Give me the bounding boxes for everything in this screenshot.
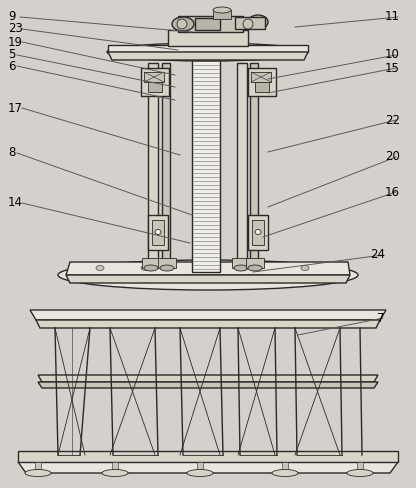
Text: 7: 7 [377,311,385,325]
Bar [178,16,243,32]
Bar [197,462,203,470]
Bar [168,30,248,46]
Ellipse shape [213,7,231,13]
Bar [237,63,247,263]
Polygon shape [108,52,308,60]
Ellipse shape [107,43,307,61]
Ellipse shape [144,265,158,271]
Text: 17: 17 [8,102,23,115]
Bar [152,220,164,245]
Ellipse shape [172,17,194,31]
Text: 6: 6 [8,60,15,73]
Ellipse shape [96,265,104,270]
Bar [357,462,363,470]
Ellipse shape [187,469,213,476]
Text: 22: 22 [385,114,400,126]
Ellipse shape [272,469,298,476]
Ellipse shape [234,265,248,271]
Polygon shape [18,451,398,462]
Bar [112,462,118,470]
Bar [141,68,169,96]
Text: 10: 10 [385,48,400,61]
Polygon shape [66,262,350,275]
Bar [148,63,158,263]
Ellipse shape [58,260,358,290]
Bar [250,63,258,263]
Text: 20: 20 [385,150,400,163]
Bar [246,258,264,268]
Ellipse shape [160,265,174,271]
Polygon shape [30,310,386,320]
Ellipse shape [243,19,253,29]
Bar [144,72,164,82]
Text: 9: 9 [8,11,15,23]
Bar [252,220,264,245]
Ellipse shape [177,19,187,29]
Text: 11: 11 [385,11,400,23]
Bar [162,63,170,263]
Bar [35,462,41,470]
Text: 24: 24 [370,248,385,262]
Ellipse shape [248,15,268,29]
Ellipse shape [248,265,262,271]
Ellipse shape [347,469,373,476]
Polygon shape [18,462,398,473]
Ellipse shape [25,469,51,476]
Polygon shape [38,375,378,382]
Text: 8: 8 [8,146,15,160]
Ellipse shape [196,265,204,270]
Text: 15: 15 [385,61,400,75]
Polygon shape [66,275,350,283]
Bar [192,47,220,272]
Text: 5: 5 [8,48,15,61]
Text: 14: 14 [8,197,23,209]
Polygon shape [108,45,308,52]
Ellipse shape [155,229,161,235]
Bar [158,258,176,268]
Polygon shape [38,382,378,388]
Ellipse shape [255,229,261,235]
Bar [195,18,220,30]
Ellipse shape [251,265,259,270]
Ellipse shape [141,265,149,270]
Bar [235,17,265,29]
Bar [248,215,268,250]
Bar [251,72,271,82]
Bar [148,215,168,250]
Bar [282,462,288,470]
Bar [213,10,231,19]
Text: 23: 23 [8,22,23,36]
Text: 16: 16 [385,185,400,199]
Bar [142,258,160,268]
Text: 19: 19 [8,36,23,48]
Ellipse shape [301,265,309,270]
Bar [232,258,250,268]
Bar [255,82,269,92]
Bar [248,68,276,96]
Bar [148,82,162,92]
Ellipse shape [102,469,128,476]
Polygon shape [36,320,380,328]
